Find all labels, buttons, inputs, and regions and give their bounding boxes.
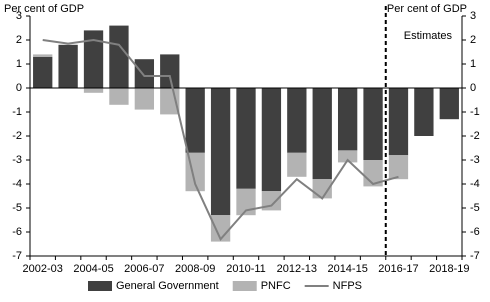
y2-tick-label: 0 (470, 82, 476, 94)
legend-label: PNFC (261, 280, 291, 292)
x-tick-label: 2006-07 (124, 263, 164, 275)
legend-swatch (232, 281, 257, 291)
x-tick-label: 2004-05 (73, 263, 113, 275)
bar (160, 54, 180, 88)
y2-tick-label: -4 (470, 178, 480, 190)
y2-tick-label: -2 (470, 130, 480, 142)
y-tick-label: -6 (12, 226, 22, 238)
y-tick-label: -5 (12, 202, 22, 214)
legend-label: General Government (116, 280, 219, 292)
bar (337, 88, 358, 151)
bar (134, 88, 155, 110)
x-tick-label: 2018-19 (429, 263, 469, 275)
bar (236, 88, 256, 189)
bar (337, 150, 358, 163)
y2-tick-label: 3 (470, 10, 476, 22)
x-tick-label: 2010-11 (226, 263, 266, 275)
x-tick-label: 2016-17 (378, 263, 418, 275)
bar (414, 88, 434, 136)
y2-tick-label: -6 (470, 226, 480, 238)
bar (33, 56, 53, 88)
annotation: Estimates (404, 30, 453, 42)
bar (388, 155, 409, 180)
legend-label: NFPS (333, 280, 362, 292)
x-tick-label: 2008-09 (175, 263, 215, 275)
x-tick-label: 2012-13 (277, 263, 317, 275)
bar (58, 44, 78, 88)
bar (33, 54, 53, 57)
y-tick-label: -1 (12, 106, 22, 118)
bar (210, 88, 231, 216)
bar (287, 88, 307, 153)
x-tick-label: 2014-15 (327, 263, 367, 275)
bar (312, 88, 332, 180)
bar (287, 152, 307, 177)
legend-swatch (88, 281, 112, 291)
y-tick-label: -2 (12, 130, 22, 142)
y2-tick-label: 1 (470, 58, 476, 70)
y2-axis-label: Per cent of GDP (387, 3, 467, 15)
y2-tick-label: -7 (470, 250, 480, 262)
bar (83, 30, 104, 88)
bar (185, 88, 205, 153)
bar (388, 88, 409, 156)
y2-tick-label: -3 (470, 154, 480, 166)
y-tick-label: -4 (12, 178, 22, 190)
bar (83, 88, 104, 93)
bar (363, 88, 383, 160)
line (42, 38, 399, 242)
y2-tick-label: -1 (470, 106, 480, 118)
y-tick-label: 2 (16, 34, 22, 46)
y2-tick-label: -5 (470, 202, 480, 214)
bar (439, 88, 459, 120)
bar (109, 25, 129, 89)
bar (261, 88, 282, 192)
y-tick-label: 0 (16, 82, 22, 94)
y-tick-label: 3 (16, 10, 22, 22)
y-axis-label: Per cent of GDP (4, 3, 84, 15)
y-tick-label: -7 (12, 250, 22, 262)
bar (109, 88, 129, 105)
y-tick-label: 1 (16, 58, 22, 70)
x-tick-label: 2002-03 (23, 263, 63, 275)
bar (134, 59, 155, 88)
y2-tick-label: 2 (470, 34, 476, 46)
y-tick-label: -3 (12, 154, 22, 166)
